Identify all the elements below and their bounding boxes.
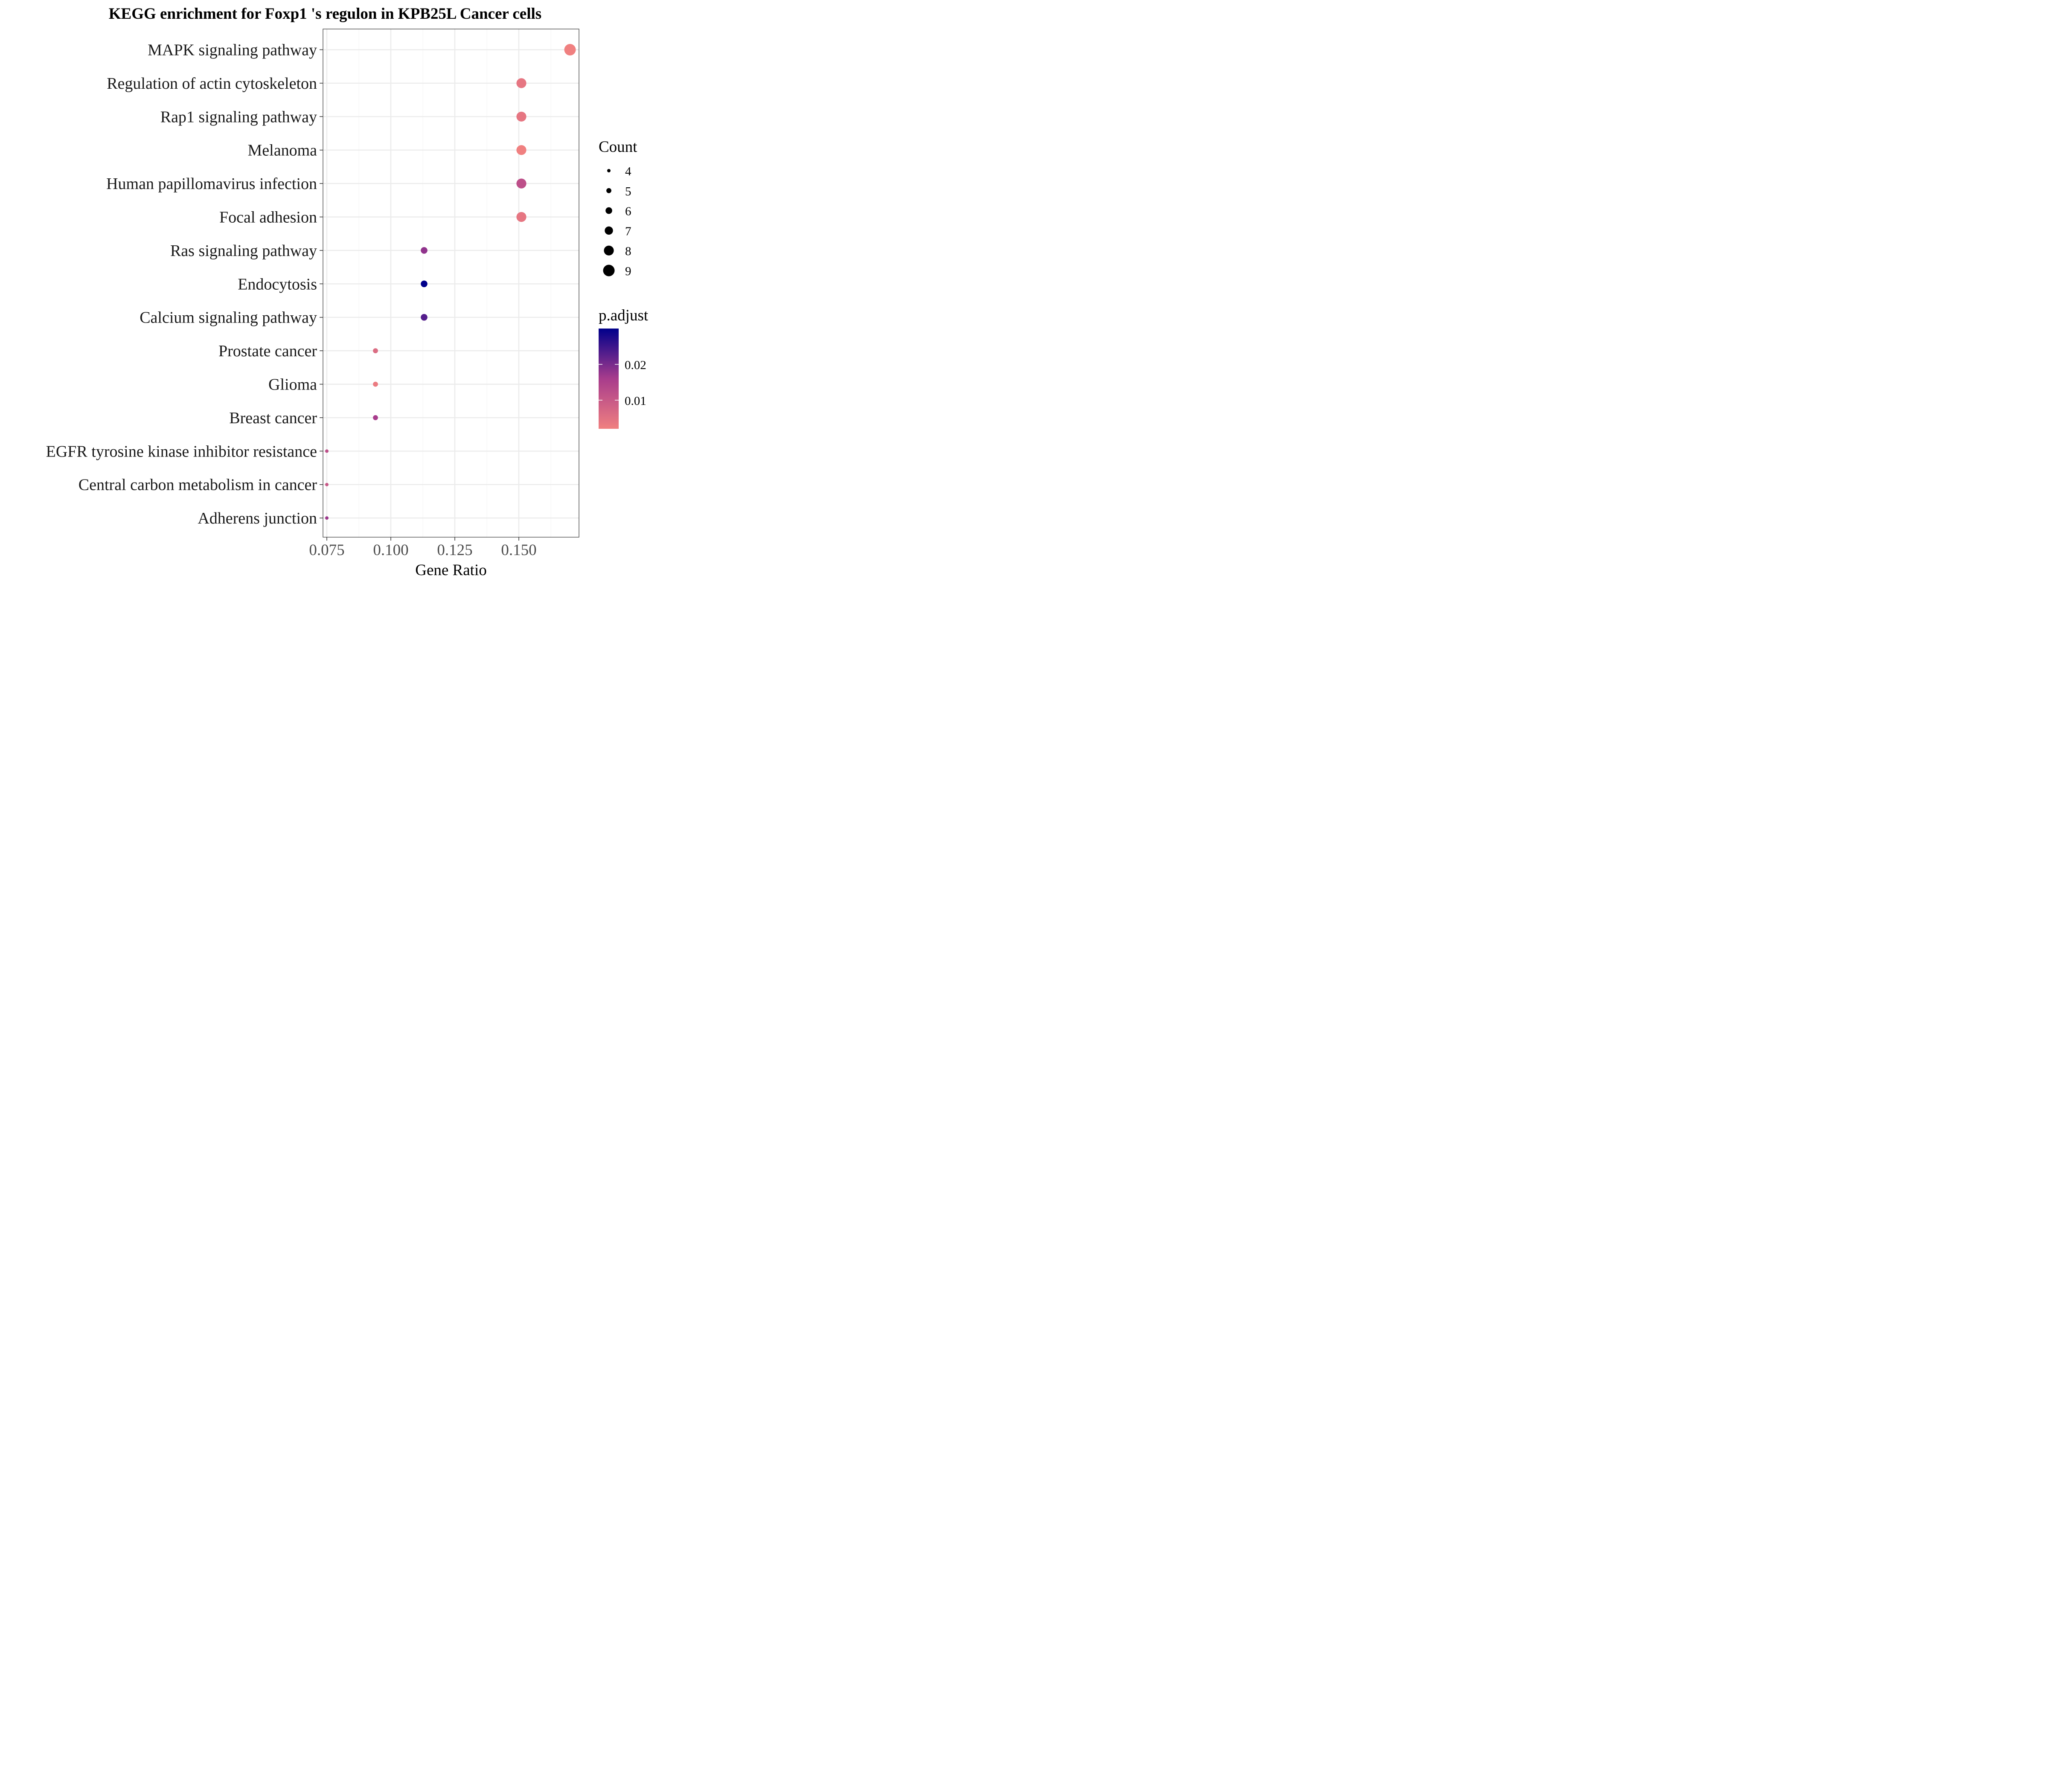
category-label: Endocytosis [238,275,317,293]
size-legend-key [607,169,611,172]
size-legend-label: 9 [625,265,631,278]
grid-layer [323,29,579,537]
data-point [421,280,428,288]
category-label: MAPK signaling pathway [148,41,317,59]
color-legend-label: 0.02 [625,358,646,372]
data-point [325,516,329,520]
color-legend: p.adjust 0.01 0.02 [599,307,649,429]
data-point [421,314,428,321]
data-point [516,145,527,155]
x-tick-label: 0.075 [309,541,344,559]
x-tick-label: 0.100 [373,541,408,559]
panel-border [323,29,579,538]
size-legend-key [606,188,611,193]
category-label: Regulation of actin cytoskeleton [107,75,317,93]
y-axis-labels: MAPK signaling pathway Regulation of acti… [46,41,323,527]
size-legend-key [604,245,614,256]
data-point [516,178,527,189]
size-legend-title: Count [599,138,637,156]
data-point [373,415,378,420]
chart-title: KEGG enrichment for Foxp1 's regulon in … [109,5,541,23]
data-point [325,449,329,453]
x-axis-ticks: 0.075 0.100 0.125 0.150 [309,537,537,559]
data-point [373,381,378,387]
size-legend-label: 7 [625,224,631,238]
data-point [325,483,329,486]
x-tick-label: 0.125 [437,541,472,559]
data-point [516,78,527,88]
data-point [421,247,428,254]
color-legend-bar [599,329,619,429]
category-label: Prostate cancer [218,342,317,360]
size-legend-label: 4 [625,165,631,178]
category-label: Breast cancer [229,409,317,427]
x-tick-label: 0.150 [501,541,536,559]
size-legend: Count 4 5 6 7 8 9 [599,138,637,278]
category-label: Human papillomavirus infection [106,175,317,193]
category-label: Ras signaling pathway [170,242,317,260]
category-label: Focal adhesion [219,209,317,227]
size-legend-label: 5 [625,185,631,198]
kegg-dot-plot: KEGG enrichment for Foxp1 's regulon in … [0,0,662,579]
data-points [325,44,576,520]
data-point [564,44,576,55]
category-label: EGFR tyrosine kinase inhibitor resistanc… [46,442,317,460]
category-label: Melanoma [247,142,317,160]
category-label: Central carbon metabolism in cancer [79,476,317,494]
color-legend-label: 0.01 [625,394,646,408]
category-label: Glioma [268,376,317,394]
category-label: Calcium signaling pathway [140,309,317,327]
panel-background [323,29,579,537]
size-legend-key [603,265,615,276]
x-axis-title: Gene Ratio [415,561,486,579]
category-label: Adherens junction [198,509,317,527]
data-point [373,348,378,353]
color-legend-title: p.adjust [599,307,649,324]
size-legend-key [605,207,612,214]
size-legend-label: 6 [625,205,631,218]
data-point [516,212,527,222]
size-legend-label: 8 [625,244,631,258]
category-label: Rap1 signaling pathway [160,108,317,126]
data-point [516,111,527,122]
size-legend-key [605,226,613,235]
